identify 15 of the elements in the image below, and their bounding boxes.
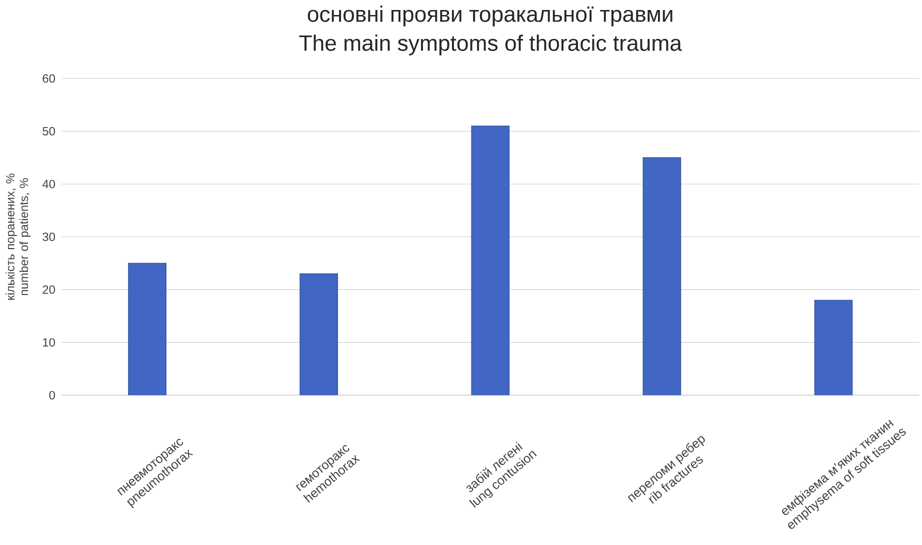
bar [128,262,166,396]
y-tick-label: 20 [42,286,55,294]
y-tick-label: 40 [42,180,55,188]
bar [471,126,510,396]
bar [300,274,338,396]
y-tick-label: 10 [43,338,55,347]
y-axis-title: кількість поранених, % number of patients, % [6,174,30,300]
y-tick-label: 60 [42,74,55,83]
bar [814,300,853,396]
y-tick-label: 30 [42,232,55,242]
chart-subtitle: The main symptoms of thoracic trauma [299,34,682,56]
chart-title: основні прояви торакальної травми [308,6,672,26]
y-tick-label: 0 [49,391,55,400]
bar [642,157,682,396]
y-tick-label: 50 [42,127,55,136]
